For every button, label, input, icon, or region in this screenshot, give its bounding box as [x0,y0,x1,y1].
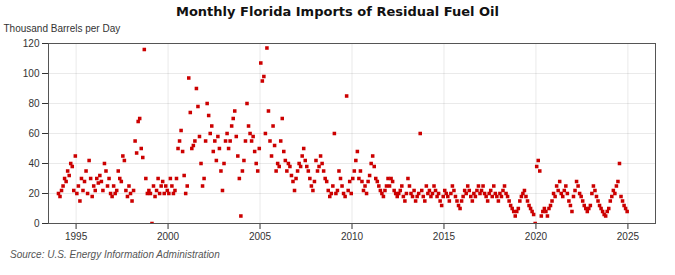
html-text:Source: U.S. Energy Informatio: Source: U.S. Energy Information Administ… [10,249,220,260]
svg-text:2025: 2025 [617,231,640,242]
svg-text:80: 80 [28,98,40,109]
svg-text:100: 100 [23,68,40,79]
svg-text:2005: 2005 [249,231,272,242]
svg-text:2010: 2010 [341,231,364,242]
svg-text:0: 0 [34,218,40,229]
svg-text:20: 20 [28,188,40,199]
svg-text:40: 40 [28,158,40,169]
svg-text:Thousand Barrels per Day: Thousand Barrels per Day [4,23,121,34]
svg-text:2015: 2015 [433,231,456,242]
html-text:Monthly Florida Imports of Res: Monthly Florida Imports of Residual Fuel… [176,4,499,19]
svg-text:60: 60 [28,128,40,139]
svg-text:2000: 2000 [157,231,180,242]
svg-text:1995: 1995 [65,231,88,242]
svg-text:120: 120 [23,38,40,49]
svg-text:2020: 2020 [525,231,548,242]
